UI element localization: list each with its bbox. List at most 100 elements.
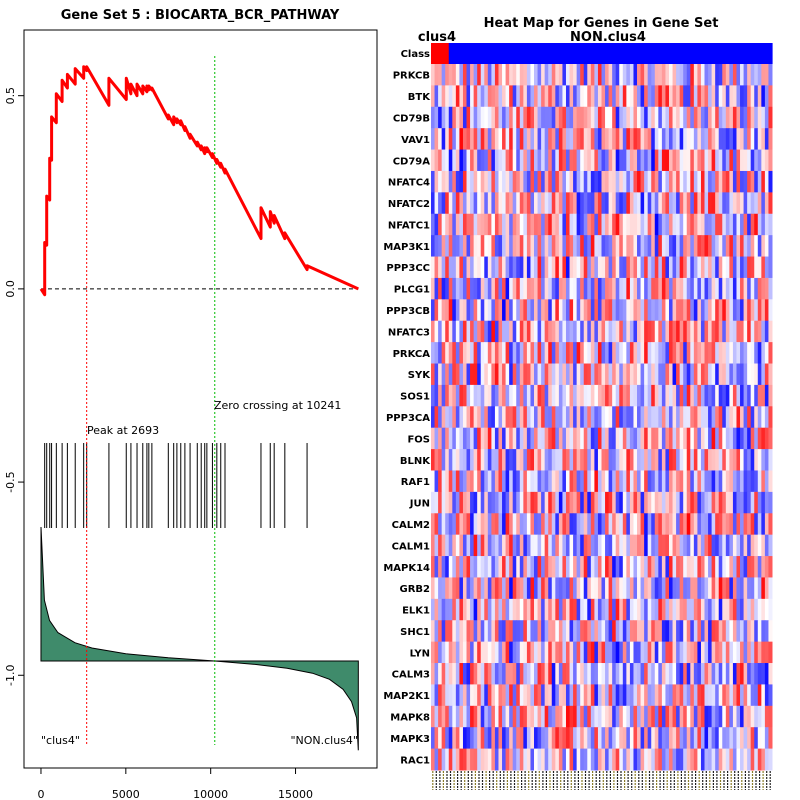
heatmap-cell (672, 170, 677, 193)
heatmap-cell (629, 684, 634, 707)
heatmap-cell (516, 556, 521, 578)
heatmap-cell (541, 620, 546, 643)
heatmap-cell (573, 534, 578, 557)
heatmap-cell (665, 320, 670, 343)
heatmap-cell (672, 406, 677, 429)
heatmap-cell (526, 534, 531, 557)
heatmap-cell (555, 449, 560, 471)
heatmap-cell (654, 277, 659, 300)
heatmap-cell (573, 620, 578, 643)
heatmap-cell (431, 641, 436, 664)
heatmap-cell (651, 149, 656, 172)
heatmap-cell (764, 299, 769, 322)
heatmap-cell (441, 449, 446, 471)
heatmap-cell (658, 149, 663, 172)
heatmap-cell (750, 299, 755, 322)
heatmap-cell (452, 534, 457, 557)
heatmap-cell (697, 85, 702, 108)
heatmap-cell (548, 684, 553, 707)
heatmap-cell (523, 705, 528, 728)
heatmap-cell (750, 556, 755, 578)
heatmap-cell (683, 213, 688, 236)
heatmap-cell (661, 320, 666, 343)
heatmap-cell (693, 663, 698, 685)
heatmap-cell (473, 106, 478, 129)
heatmap-cell (605, 663, 610, 685)
heatmap-cell (672, 577, 677, 600)
heatmap-cell (615, 256, 620, 279)
heatmap-cell (757, 663, 762, 685)
heatmap-cell (576, 556, 581, 578)
heatmap-cell (541, 128, 546, 151)
heatmap-cell (441, 727, 446, 750)
heatmap-cell (569, 556, 574, 578)
heatmap-cell (622, 192, 627, 215)
heatmap-cell (583, 277, 588, 300)
heatmap-cell (637, 513, 642, 536)
heatmap-cell (509, 192, 514, 215)
heatmap-cell (573, 727, 578, 750)
heatmap-cell (438, 577, 443, 600)
heatmap-cell (519, 213, 524, 236)
heatmap-cell (502, 192, 507, 215)
heatmap-cell (651, 449, 656, 471)
heatmap-cell (534, 705, 539, 728)
heatmap-cell (537, 598, 542, 621)
heatmap-cell (708, 64, 713, 86)
heatmap-cell (519, 598, 524, 621)
heatmap-cell (711, 363, 716, 386)
heatmap-cell (647, 342, 652, 365)
heatmap-cell (576, 256, 581, 279)
heatmap-cell (558, 64, 563, 86)
heatmap-cell (544, 705, 549, 728)
heatmap-cell (565, 748, 571, 771)
heatmap-cell (590, 470, 595, 493)
heatmap-cell (711, 342, 716, 365)
heatmap-cell (736, 556, 741, 578)
heatmap-cell (473, 342, 478, 365)
gene-label: FOS (407, 434, 430, 445)
heatmap-cell (754, 449, 759, 471)
heatmap-cell (761, 342, 766, 365)
heatmap-cell (654, 491, 659, 514)
heatmap-cell (580, 149, 585, 172)
heatmap-cell (605, 513, 610, 536)
heatmap-cell (455, 491, 460, 514)
heatmap-cell (732, 748, 737, 771)
heatmap-cell (693, 277, 698, 300)
heatmap-cell (612, 748, 617, 771)
heatmap-cell (640, 705, 645, 728)
heatmap-cell (462, 513, 468, 536)
heatmap-cell (718, 556, 723, 578)
heatmap-cell (448, 598, 453, 621)
heatmap-cell (576, 170, 581, 193)
heatmap-cell (523, 128, 528, 151)
heatmap-cell (640, 513, 645, 536)
heatmap-cell (509, 149, 514, 172)
heatmap-cell (654, 427, 659, 450)
heatmap-cell (487, 299, 492, 322)
heatmap-cell (576, 598, 581, 621)
heatmap-cell (711, 192, 716, 215)
heatmap-cell (594, 106, 599, 129)
heatmap-cell (473, 556, 478, 578)
heatmap-cell (647, 705, 652, 728)
gene-label: SHC1 (400, 627, 430, 638)
heatmap-cell (452, 406, 457, 429)
heatmap-cell (715, 128, 720, 151)
heatmap-cell (569, 684, 574, 707)
heatmap-cell (502, 748, 507, 771)
heatmap-cell (629, 513, 634, 536)
heatmap-cell (637, 320, 642, 343)
heatmap-cell (693, 641, 698, 664)
heatmap-cell (505, 342, 510, 365)
heatmap-cell (626, 170, 631, 193)
heatmap-cell (448, 192, 453, 215)
heatmap-cell (764, 406, 769, 429)
heatmap-cell (601, 106, 606, 129)
heatmap-cell (601, 342, 606, 365)
heatmap-cell (519, 534, 524, 557)
heatmap-cell (459, 320, 464, 343)
heatmap-cell (736, 363, 741, 386)
heatmap-cell (676, 256, 681, 279)
